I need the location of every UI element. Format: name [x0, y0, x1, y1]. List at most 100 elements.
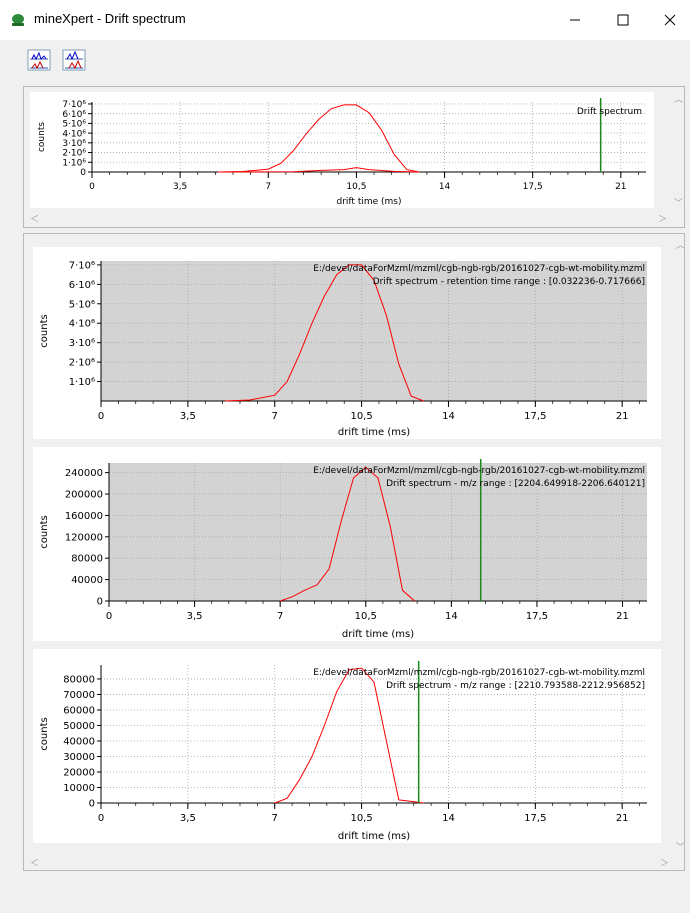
toggle-plot-overlay-icon[interactable]	[26, 47, 52, 73]
y-tick-label: 40000	[63, 736, 95, 747]
y-tick-label: 200000	[65, 490, 103, 501]
x-tick-label: 7	[272, 813, 278, 824]
y-tick-label: 0	[97, 597, 103, 608]
plot-area	[109, 463, 647, 601]
y-tick-label: 5·10⁶	[62, 120, 86, 130]
x-tick-label: 0	[89, 182, 95, 192]
y-tick-label: 2·10⁶	[69, 358, 95, 369]
y-tick-label: 240000	[65, 468, 103, 479]
x-tick-label: 17,5	[523, 182, 543, 192]
y-tick-label: 60000	[63, 705, 95, 716]
x-tick-label: 17,5	[524, 411, 546, 422]
maximize-icon[interactable]	[600, 0, 646, 40]
x-tick-label: 14	[439, 182, 451, 192]
scroll-right-icon[interactable]: ＞	[660, 859, 670, 869]
x-tick-label: 14	[445, 611, 458, 622]
plot-area	[101, 665, 647, 803]
x-tick-label: 21	[616, 611, 629, 622]
window-title: mineXpert - Drift spectrum	[34, 11, 186, 26]
scroll-left-icon[interactable]: ＜	[30, 859, 40, 869]
x-tick-label: 3,5	[187, 611, 203, 622]
status-bar	[14, 880, 690, 913]
y-tick-label: 40000	[71, 575, 103, 586]
scroll-down-icon[interactable]: ﹀	[674, 199, 684, 209]
x-tick-label: 10,5	[355, 611, 377, 622]
left-dock-strip	[0, 82, 14, 913]
y-tick-label: 3·10⁶	[69, 338, 95, 349]
y-tick-label: 7·10⁶	[69, 260, 95, 271]
scroll-right-icon[interactable]: ＞	[658, 215, 668, 225]
y-tick-label: 70000	[63, 690, 95, 701]
y-tick-label: 5·10⁶	[69, 299, 95, 310]
toggle-plot-sync-icon[interactable]	[61, 47, 87, 73]
x-tick-label: 7	[265, 182, 271, 192]
y-tick-label: 10000	[63, 783, 95, 794]
x-tick-label: 21	[616, 411, 629, 422]
x-tick-label: 17,5	[526, 611, 548, 622]
y-tick-label: 6·10⁶	[62, 110, 86, 120]
overview-plot[interactable]: 0 3,5 7 10,5 14 17,5 2101·10⁶2·10⁶3·10⁶4·10⁶5·…	[30, 92, 654, 208]
x-tick-label: 21	[615, 182, 626, 192]
plot-annotation: Drift spectrum - m/z range : [2204.64991…	[386, 479, 645, 489]
y-tick-label: 30000	[63, 752, 95, 763]
y-tick-label: 0	[89, 799, 95, 810]
plot-file-2[interactable]: 0 3,5 7 10,5 14 17,5 21 0 40000 80000 120000 160000…	[33, 447, 661, 641]
x-tick-label: 14	[442, 411, 455, 422]
toolbar	[0, 40, 690, 82]
y-tick-label: 1·10⁶	[69, 377, 95, 388]
y-tick-label: 4·10⁶	[62, 129, 86, 139]
x-tick-label: 0	[98, 411, 104, 422]
x-tick-label: 0	[106, 611, 112, 622]
title-bar: mineXpert - Drift spectrum	[0, 0, 690, 41]
x-tick-label: 7	[277, 611, 283, 622]
y-tick-label: 1·10⁶	[62, 158, 86, 168]
plot-annotation: E:/devel/dataForMzml/mzml/cgb-ngb-rgb/20…	[313, 668, 645, 678]
plot-annotation: E:/devel/dataForMzml/mzml/cgb-ngb-rgb/20…	[313, 466, 645, 476]
legend-text: Drift spectrum	[577, 107, 642, 117]
y-tick-label: 20000	[63, 767, 95, 778]
minimize-icon[interactable]	[552, 0, 598, 40]
y-tick-label: 80000	[71, 554, 103, 565]
x-axis-label: drift time (ms)	[337, 197, 402, 207]
close-icon[interactable]	[646, 0, 690, 40]
x-tick-label: 14	[442, 813, 455, 824]
y-tick-label: 2·10⁶	[62, 149, 86, 159]
y-tick-label: 160000	[65, 511, 103, 522]
x-axis-label: drift time (ms)	[338, 831, 410, 842]
scroll-down-icon[interactable]: ﹀	[676, 843, 686, 853]
x-tick-label: 10,5	[350, 411, 372, 422]
y-tick-label: 120000	[65, 532, 103, 543]
scroll-up-icon[interactable]: ︿	[674, 95, 684, 105]
series-line	[217, 167, 420, 173]
x-tick-label: 10,5	[346, 182, 366, 192]
plot-file-3[interactable]: 0 3,5 7 10,5 14 17,5 21 0 10000 20000 30000 40000 50…	[33, 649, 661, 843]
x-tick-label: 21	[616, 813, 629, 824]
y-axis-label: counts	[37, 122, 47, 152]
series-line	[217, 104, 420, 173]
x-tick-label: 0	[98, 813, 104, 824]
scroll-up-icon[interactable]: ︿	[676, 241, 686, 251]
x-axis-label: drift time (ms)	[342, 629, 414, 640]
y-tick-label: 0	[80, 168, 86, 178]
series-line	[280, 466, 416, 602]
scroll-left-icon[interactable]: ＜	[30, 215, 40, 225]
y-tick-label: 7·10⁶	[62, 100, 86, 110]
y-tick-label: 4·10⁶	[69, 319, 95, 330]
plot-file-1[interactable]: 0 3,5 7 10,5 14 17,5 21 1·10⁶ 2·10⁶ 3·10⁶ 4·10⁶ 5·1…	[33, 247, 661, 439]
y-axis-label: counts	[39, 314, 50, 347]
x-tick-label: 3,5	[180, 411, 196, 422]
x-axis-label: drift time (ms)	[338, 427, 410, 438]
series-line	[225, 264, 424, 402]
y-tick-label: 3·10⁶	[62, 139, 86, 149]
x-tick-label: 3,5	[180, 813, 196, 824]
x-tick-label: 7	[272, 411, 278, 422]
series-line	[274, 667, 424, 804]
plot-annotation: Drift spectrum - retention time range : …	[373, 277, 645, 287]
y-tick-label: 50000	[63, 721, 95, 732]
plot-annotation: E:/devel/dataForMzml/mzml/cgb-ngb-rgb/20…	[313, 264, 645, 274]
y-tick-label: 6·10⁶	[69, 280, 95, 291]
plot-annotation: Drift spectrum - m/z range : [2210.79358…	[386, 681, 645, 691]
y-tick-label: 80000	[63, 674, 95, 685]
x-tick-label: 17,5	[524, 813, 546, 824]
y-axis-label: counts	[39, 515, 50, 548]
